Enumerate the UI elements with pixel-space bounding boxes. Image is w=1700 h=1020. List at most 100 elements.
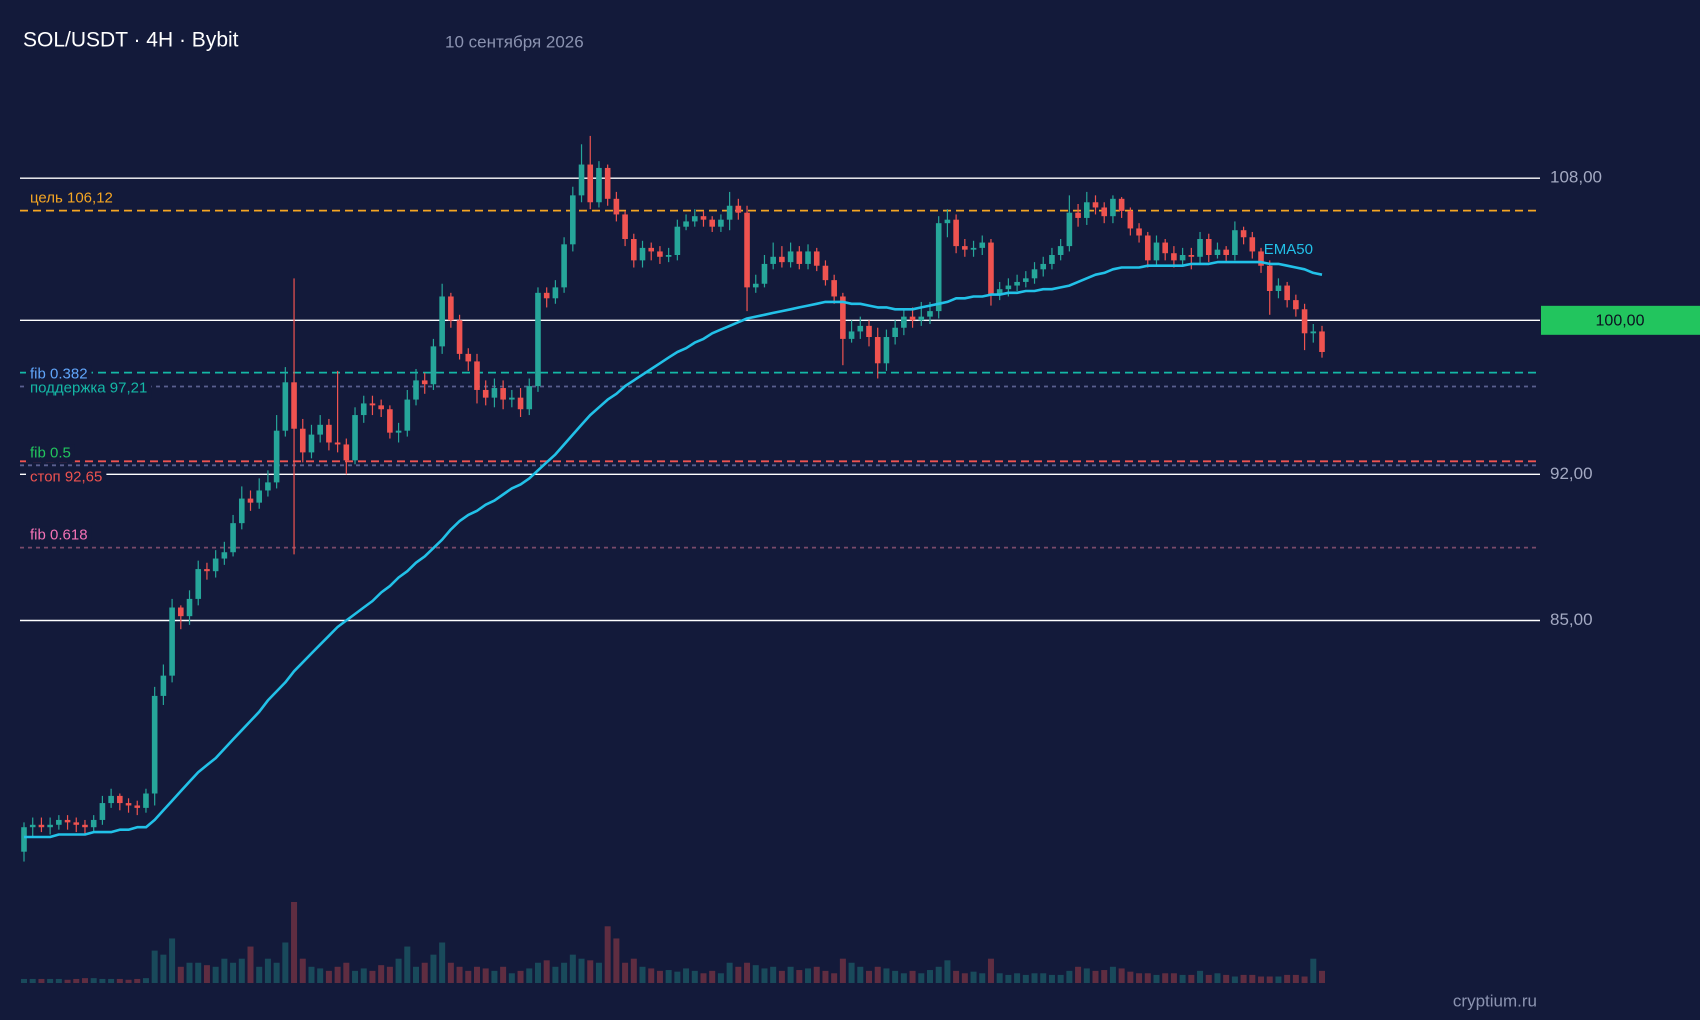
candle-body [1223, 249, 1229, 255]
candle-body [291, 382, 297, 429]
volume-bar [212, 966, 219, 983]
y-tick-label: 85,00 [1550, 610, 1593, 629]
volume-bar [1092, 970, 1099, 983]
candle-body [1266, 265, 1273, 292]
volume-bar [186, 962, 193, 983]
candle-body [901, 316, 907, 328]
candle-body [509, 397, 515, 400]
level-label-bg [26, 526, 92, 545]
volume-bar [273, 962, 280, 983]
chart-title: SOL/USDT · 4H · Bybit [23, 29, 239, 52]
candle-body [204, 569, 210, 572]
volume-bar [683, 968, 690, 983]
volume-bar [874, 966, 881, 983]
volume-bar [421, 962, 428, 983]
candle-body [831, 280, 837, 297]
volume-bar [508, 973, 515, 983]
chart-subtitle: 10 сентября 2026 [445, 32, 584, 51]
volume-bar [691, 970, 698, 983]
candle-body [683, 221, 689, 227]
volume-bar [81, 978, 88, 983]
volume-bar [1170, 973, 1177, 983]
candle-body [1232, 230, 1238, 255]
volume-bar [883, 968, 890, 983]
candle-body [1092, 202, 1099, 208]
candle-body [1005, 285, 1012, 290]
volume-bar [926, 970, 933, 983]
candle-body [630, 239, 637, 261]
volume-bar [900, 973, 907, 983]
volume-bar [64, 979, 71, 983]
volume-bar [630, 958, 637, 983]
candle-body [517, 397, 524, 410]
volume-bar [1249, 974, 1256, 983]
candle-body [604, 167, 611, 199]
ema-label: EMA50 [1264, 241, 1313, 258]
candle-body [761, 263, 768, 284]
candle-body [186, 598, 193, 617]
candle-body [299, 428, 306, 453]
candle-body [796, 251, 803, 264]
candle-body [143, 793, 149, 808]
candle-body [674, 226, 681, 255]
volume-bar [752, 965, 759, 983]
volume-bar [29, 978, 36, 983]
volume-bar [1319, 970, 1325, 983]
candle-body [64, 819, 71, 823]
last-price-box [1541, 305, 1700, 335]
candle-body [779, 256, 785, 263]
volume-bar [778, 970, 785, 983]
candle-body [134, 805, 141, 808]
volume-bar [979, 973, 986, 983]
candle-body [1275, 285, 1282, 292]
volume-bar [639, 966, 646, 983]
volume-bar [700, 973, 707, 983]
candle-body [1144, 235, 1151, 261]
candle-body [334, 442, 341, 445]
volume-bar [1109, 966, 1116, 983]
candle-body [1258, 251, 1264, 266]
candle-body [1162, 242, 1168, 254]
candle-body [387, 409, 393, 433]
candle-body [99, 803, 106, 820]
volume-bar [1031, 973, 1038, 983]
candle-body [596, 167, 602, 203]
candle-body [482, 389, 489, 398]
volume-bar [735, 966, 742, 983]
candle-body [570, 195, 576, 245]
volume-bar [447, 962, 454, 983]
candle-body [1110, 198, 1116, 217]
volume-bar [552, 966, 559, 983]
volume-bar [99, 978, 106, 983]
volume-bar [587, 960, 594, 983]
candle-body [474, 361, 480, 390]
candle-body [935, 223, 942, 312]
volume-bar [282, 942, 289, 983]
candle-body [308, 434, 315, 453]
volume-bar [360, 968, 367, 983]
candle-body [892, 327, 898, 338]
volume-bar [308, 966, 315, 983]
volume-bar [953, 970, 960, 983]
volume-bar [160, 954, 167, 983]
volume-bar [473, 966, 480, 983]
candle-body [421, 380, 428, 385]
volume-bar [1301, 976, 1308, 983]
volume-bar [1179, 974, 1186, 983]
candle-body [744, 212, 750, 288]
candle-body [543, 292, 550, 299]
volume-bar [21, 978, 27, 983]
volume-bar [569, 954, 576, 983]
candle-body [1301, 309, 1308, 334]
volume-bar [317, 968, 324, 983]
volume-bar [334, 966, 341, 983]
volume-bar [203, 965, 210, 983]
candle-body [561, 244, 567, 288]
volume-bar [221, 958, 228, 983]
candle-body [944, 219, 951, 224]
volume-bar [1127, 971, 1134, 983]
volume-bar [595, 962, 602, 983]
